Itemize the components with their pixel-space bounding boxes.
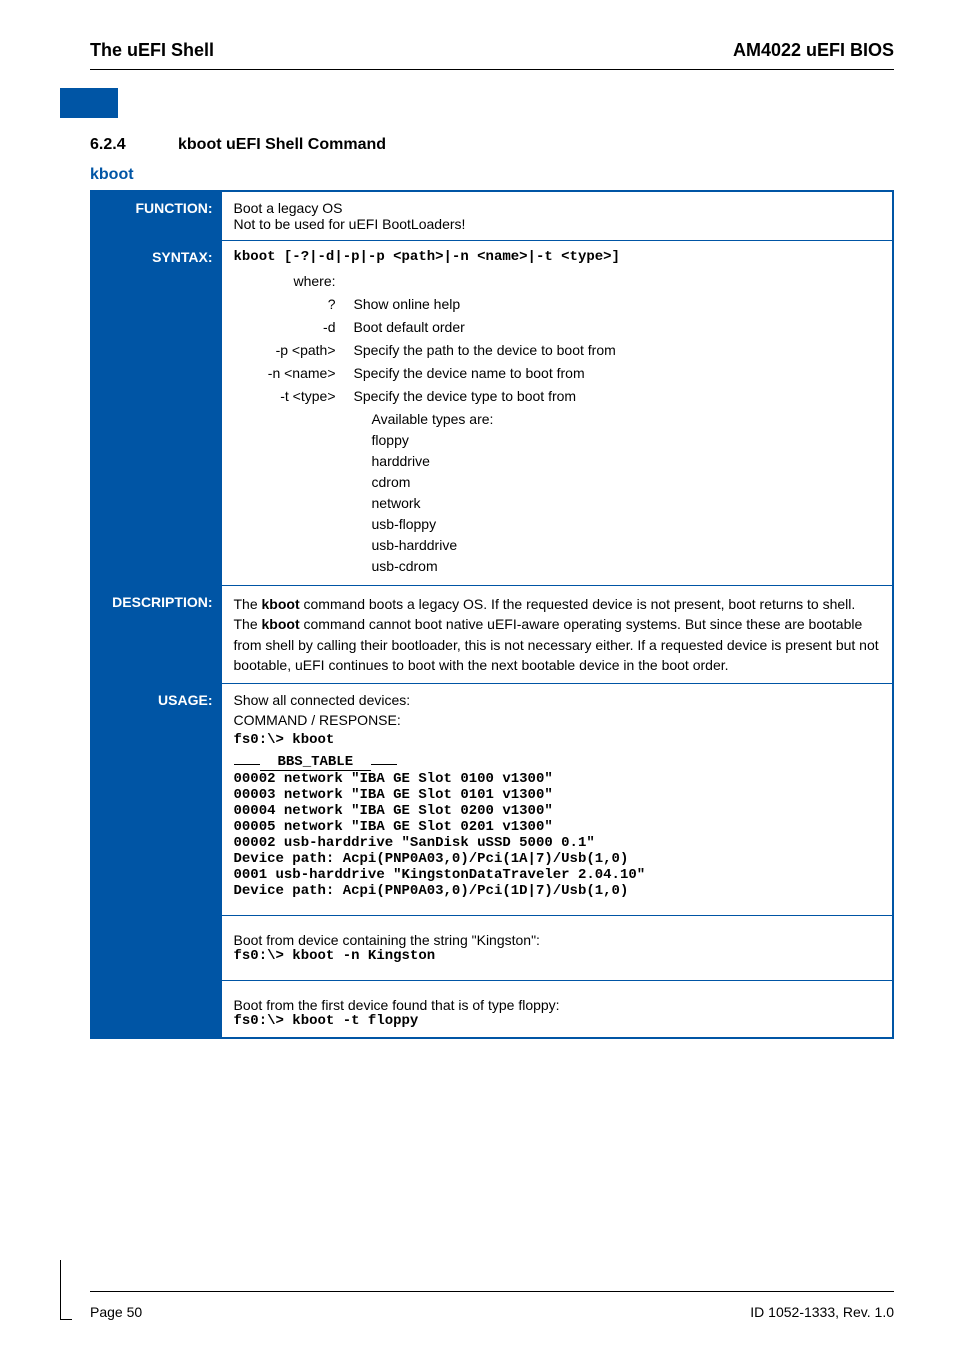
opt-key-2: -p <path> bbox=[234, 340, 354, 361]
where-label: where: bbox=[234, 271, 354, 292]
section-number: 6.2.4 bbox=[90, 136, 150, 154]
section-title: kboot uEFI Shell Command bbox=[178, 136, 386, 154]
usage-line-4: 00002 usb-harddrive "SanDisk uSSD 5000 0… bbox=[234, 835, 881, 851]
usage-label: USAGE: bbox=[91, 684, 221, 1039]
header-rule bbox=[90, 69, 894, 70]
usage-line-1: 00003 network "IBA GE Slot 0101 v1300" bbox=[234, 787, 881, 803]
opt-desc-2: Specify the path to the device to boot f… bbox=[354, 340, 881, 361]
opt-key-1: -d bbox=[234, 317, 354, 338]
usage-boot-kingston: Boot from device containing the string "… bbox=[234, 932, 881, 948]
footer-left: Page 50 bbox=[90, 1304, 142, 1320]
opt-desc-0: Show online help bbox=[354, 294, 881, 315]
description-text: The kboot command boots a legacy OS. If … bbox=[234, 594, 881, 675]
usage-boot-floppy: Boot from the first device found that is… bbox=[234, 997, 881, 1013]
usage-line-3: 00005 network "IBA GE Slot 0201 v1300" bbox=[234, 819, 881, 835]
bbs-table-header: BBS_TABLE bbox=[234, 752, 881, 771]
kboot-heading: kboot bbox=[90, 166, 894, 184]
footer-right: ID 1052-1333, Rev. 1.0 bbox=[750, 1304, 894, 1320]
header-right: AM4022 uEFI BIOS bbox=[733, 40, 894, 61]
opt-key-4: -t <type> bbox=[234, 386, 354, 407]
type-5: usb-harddrive bbox=[372, 535, 881, 556]
available-types-label: Available types are: bbox=[372, 409, 881, 430]
opt-desc-3: Specify the device name to boot from bbox=[354, 363, 881, 384]
command-table: FUNCTION: Boot a legacy OS Not to be use… bbox=[90, 190, 894, 1039]
opt-desc-4: Specify the device type to boot from bbox=[354, 386, 881, 407]
function-label: FUNCTION: bbox=[91, 191, 221, 241]
type-4: usb-floppy bbox=[372, 514, 881, 535]
usage-line-5: Device path: Acpi(PNP0A03,0)/Pci(1A|7)/U… bbox=[234, 851, 881, 867]
type-3: network bbox=[372, 493, 881, 514]
syntax-command: kboot [-?|-d|-p|-p <path>|-n <name>|-t <… bbox=[234, 249, 881, 265]
usage-line-2: 00004 network "IBA GE Slot 0200 v1300" bbox=[234, 803, 881, 819]
type-2: cdrom bbox=[372, 472, 881, 493]
usage-line-0: 00002 network "IBA GE Slot 0100 v1300" bbox=[234, 771, 881, 787]
left-corner-rule bbox=[60, 1260, 72, 1320]
usage-line-6: 0001 usb-harddrive "KingstonDataTraveler… bbox=[234, 867, 881, 883]
function-line2: Not to be used for uEFI BootLoaders! bbox=[234, 216, 881, 232]
footer-rule bbox=[90, 1291, 894, 1292]
usage-line-7: Device path: Acpi(PNP0A03,0)/Pci(1D|7)/U… bbox=[234, 883, 881, 899]
function-line1: Boot a legacy OS bbox=[234, 200, 881, 216]
usage-cmd2: fs0:\> kboot -n Kingston bbox=[234, 948, 881, 964]
opt-key-0: ? bbox=[234, 294, 354, 315]
opt-key-3: -n <name> bbox=[234, 363, 354, 384]
usage-cmd3: fs0:\> kboot -t floppy bbox=[234, 1013, 881, 1029]
usage-show: Show all connected devices: bbox=[234, 692, 881, 708]
usage-cr: COMMAND / RESPONSE: bbox=[234, 712, 881, 728]
type-0: floppy bbox=[372, 430, 881, 451]
opt-desc-1: Boot default order bbox=[354, 317, 881, 338]
type-6: usb-cdrom bbox=[372, 556, 881, 577]
blue-accent-bar bbox=[60, 88, 118, 118]
header-left: The uEFI Shell bbox=[90, 40, 214, 61]
usage-cmd1: fs0:\> kboot bbox=[234, 732, 881, 748]
syntax-label: SYNTAX: bbox=[91, 241, 221, 586]
description-label: DESCRIPTION: bbox=[91, 586, 221, 684]
type-1: harddrive bbox=[372, 451, 881, 472]
